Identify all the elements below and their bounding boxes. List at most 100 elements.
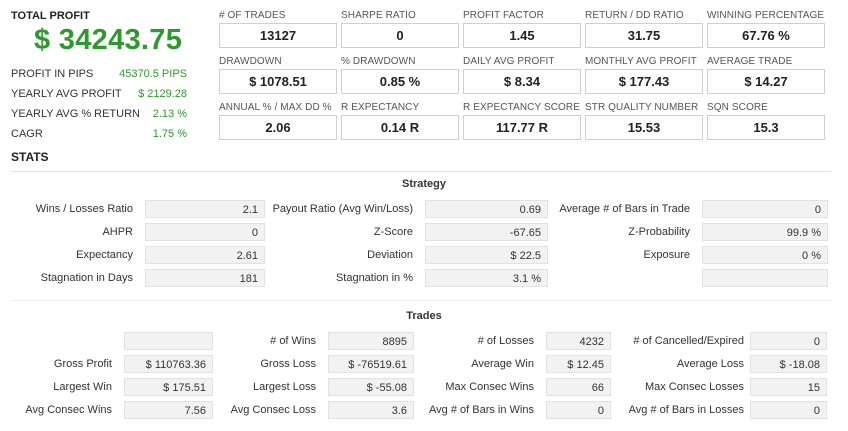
summary-row-cagr: CAGR 1.75 %: [11, 124, 187, 144]
trades-value: 8895: [328, 332, 414, 350]
summary-row-label: CAGR: [11, 128, 43, 140]
trades-label: Largest Loss: [253, 381, 316, 393]
trades-value: 7.56: [124, 401, 213, 419]
metric-label: DRAWDOWN: [219, 56, 282, 67]
metric-label: PROFIT FACTOR: [463, 10, 544, 21]
metric-profit-factor: PROFIT FACTOR 1.45: [463, 9, 581, 48]
metric-value: 117.77 R: [463, 115, 581, 140]
strategy-value: 0: [145, 223, 265, 241]
strategy-label: Stagnation in %: [335, 272, 413, 284]
strategy-label: Exposure: [643, 249, 690, 261]
metric-value: 0: [341, 23, 459, 48]
metric-value: 2.06: [219, 115, 337, 140]
metric-value: 0.85 %: [341, 69, 459, 94]
metric-label: SQN SCORE: [707, 102, 768, 113]
trades-label: Max Consec Losses: [644, 381, 744, 393]
trades-value: 0: [750, 401, 827, 419]
trades-label: # of Losses: [477, 335, 534, 347]
strategy-label: Wins / Losses Ratio: [35, 203, 133, 215]
summary-row-label: PROFIT IN PIPS: [11, 68, 94, 80]
summary-stats: PROFIT IN PIPS 45370.5 PIPS YEARLY AVG P…: [11, 64, 187, 144]
trades-value: $ -55.08: [328, 378, 414, 396]
strategy-value: 0.69: [425, 200, 548, 218]
summary-row-yearly-avg-return: YEARLY AVG % RETURN 2.13 %: [11, 104, 187, 124]
strategy-value: -67.65: [425, 223, 548, 241]
trades-label: Avg # of Bars in Losses: [628, 404, 744, 416]
strategy-section-title: Strategy: [401, 178, 447, 190]
strategy-label: Payout Ratio (Avg Win/Loss): [272, 203, 413, 215]
trades-label: Avg # of Bars in Wins: [429, 404, 534, 416]
strategy-value: 181: [145, 269, 265, 287]
trades-value: $ 12.45: [546, 355, 611, 373]
strategy-value: [702, 269, 828, 287]
strategy-value: 2.1: [145, 200, 265, 218]
trades-label: Gross Loss: [260, 358, 316, 370]
summary-row-label: YEARLY AVG PROFIT: [11, 88, 122, 100]
metric-label: STR QUALITY NUMBER: [585, 102, 699, 113]
metric-label: AVERAGE TRADE: [707, 56, 793, 67]
summary-row-yearly-avg-profit: YEARLY AVG PROFIT $ 2129.28: [11, 84, 187, 104]
metric-value: 0.14 R: [341, 115, 459, 140]
trades-value: $ -18.08: [750, 355, 827, 373]
metric-annual-max-dd: ANNUAL % / MAX DD % 2.06: [219, 101, 337, 140]
metric-value: 67.76 %: [707, 23, 825, 48]
metric-drawdown: DRAWDOWN $ 1078.51: [219, 55, 337, 94]
metric-daily-avg-profit: DAILY AVG PROFIT $ 8.34: [463, 55, 581, 94]
strategy-value: 2.61: [145, 246, 265, 264]
trades-value: [124, 332, 213, 350]
trades-label: # of Wins: [270, 335, 316, 347]
metric-value: 1.45: [463, 23, 581, 48]
strategy-label: Z-Probability: [628, 226, 690, 238]
trades-value: 3.6: [328, 401, 414, 419]
metric-label: % DRAWDOWN: [341, 56, 416, 67]
total-profit-value: $ 34243.75: [34, 24, 183, 56]
strategy-label: Average # of Bars in Trade: [559, 203, 690, 215]
metric-percent-drawdown: % DRAWDOWN 0.85 %: [341, 55, 459, 94]
metric-str-quality-number: STR QUALITY NUMBER 15.53: [585, 101, 703, 140]
trades-value: 0: [750, 332, 827, 350]
strategy-value: 0 %: [702, 246, 828, 264]
metric-trades: # OF TRADES 13127: [219, 9, 337, 48]
metric-sharpe-ratio: SHARPE RATIO 0: [341, 9, 459, 48]
metric-value: 31.75: [585, 23, 703, 48]
total-profit-label: TOTAL PROFIT: [11, 10, 90, 22]
metric-winning-percentage: WINNING PERCENTAGE 67.76 %: [707, 9, 825, 48]
trades-value: $ 175.51: [124, 378, 213, 396]
metric-label: RETURN / DD RATIO: [585, 10, 684, 21]
metric-value: $ 8.34: [463, 69, 581, 94]
strategy-label: Expectancy: [76, 249, 133, 261]
trades-divider: [11, 300, 831, 301]
summary-row-value: 2.13 %: [152, 108, 187, 120]
strategy-value: 99.9 %: [702, 223, 828, 241]
metric-label: R EXPECTANCY: [341, 102, 420, 113]
trades-label: # of Cancelled/Expired: [633, 335, 744, 347]
trades-label: Avg Consec Wins: [25, 404, 112, 416]
metric-value: 13127: [219, 23, 337, 48]
strategy-value: $ 22.5: [425, 246, 548, 264]
strategy-value: 0: [702, 200, 828, 218]
metric-r-expectancy-score: R EXPECTANCY SCORE 117.77 R: [463, 101, 581, 140]
metric-value: $ 1078.51: [219, 69, 337, 94]
metric-monthly-avg-profit: MONTHLY AVG PROFIT $ 177.43: [585, 55, 703, 94]
metric-label: ANNUAL % / MAX DD %: [219, 102, 332, 113]
stats-divider: [11, 171, 831, 172]
summary-row-value: $ 2129.28: [138, 88, 187, 100]
metric-label: # OF TRADES: [219, 10, 286, 21]
metric-label: DAILY AVG PROFIT: [463, 56, 555, 67]
summary-row-value: 45370.5 PIPS: [119, 68, 187, 80]
strategy-label: Deviation: [367, 249, 413, 261]
trades-label: Gross Profit: [53, 358, 112, 370]
trades-label: Avg Consec Loss: [230, 404, 316, 416]
metric-r-expectancy: R EXPECTANCY 0.14 R: [341, 101, 459, 140]
metric-sqn-score: SQN SCORE 15.3: [707, 101, 825, 140]
trades-value: $ -76519.61: [328, 355, 414, 373]
trades-value: 66: [546, 378, 611, 396]
trades-value: 0: [546, 401, 611, 419]
summary-row-profit-in-pips: PROFIT IN PIPS 45370.5 PIPS: [11, 64, 187, 84]
trades-label: Largest Win: [53, 381, 112, 393]
strategy-label: Z-Score: [373, 226, 413, 238]
strategy-value: 3.1 %: [425, 269, 548, 287]
summary-row-value: 1.75 %: [152, 128, 187, 140]
trades-label: Average Win: [471, 358, 534, 370]
metric-label: WINNING PERCENTAGE: [707, 10, 825, 21]
